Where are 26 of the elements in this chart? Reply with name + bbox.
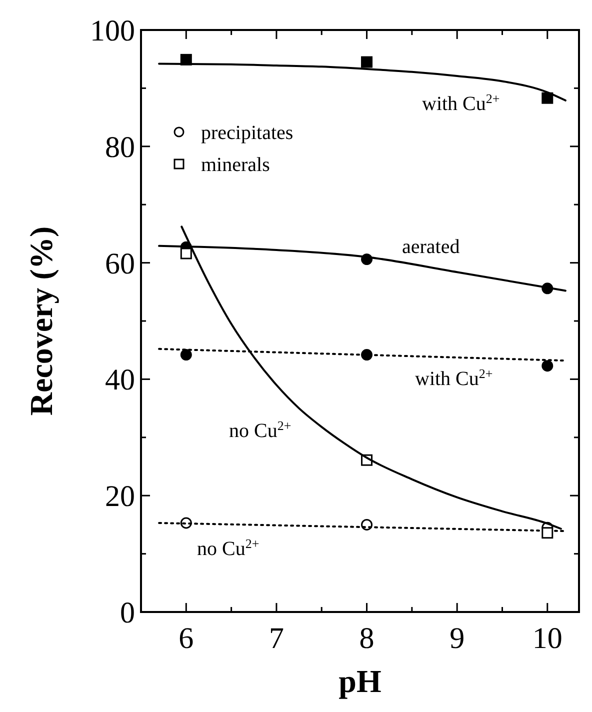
y-tick-label: 100 [90,14,135,48]
x-tick-label: 7 [268,622,284,655]
y-tick-label: 0 [120,596,135,630]
x-tick-label: 6 [178,622,194,655]
y-tick-label: 20 [105,480,135,514]
y-tick-label: 80 [105,130,135,164]
annotation: no Cu$^{2+}$ [229,418,292,442]
x-axis-title: pH [338,663,382,699]
y-tick-label: 60 [105,247,135,280]
legend-label: precipitates [201,122,294,144]
legend-label: minerals [201,154,270,176]
annotation: no Cu$^{2+}$ [197,536,260,560]
point [542,92,554,104]
annotation: with Cu$^{2+}$ [415,366,493,390]
point [180,349,192,361]
x-tick-label: 8 [359,622,374,655]
point [542,360,554,372]
point [361,56,373,68]
annotation: aerated [402,236,460,258]
x-tick-label: 10 [532,622,562,655]
y-tick-label: 40 [105,364,135,397]
point [542,527,554,539]
y-axis-title: Recovery (%) [23,226,59,416]
x-tick-label: 9 [450,622,465,655]
annotation: with Cu$^{2+}$ [422,90,500,115]
point [180,248,192,260]
